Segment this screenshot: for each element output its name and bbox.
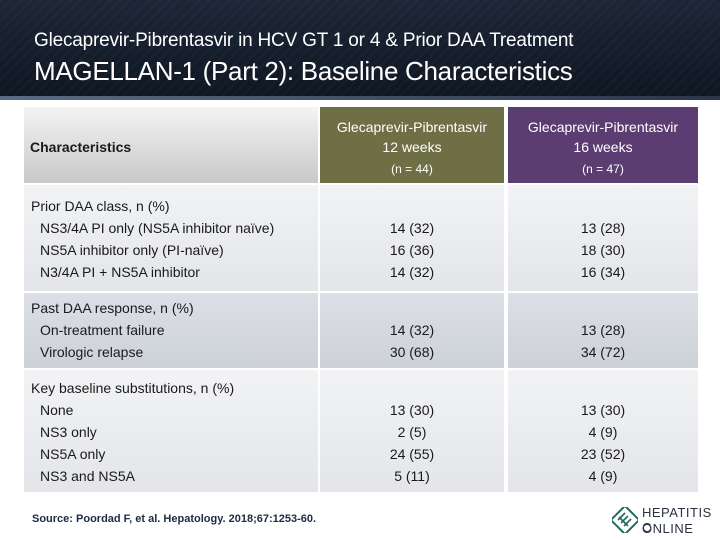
row-value-12wk: 14 (32): [389, 264, 435, 280]
hepatitis-c-online-logo-icon: [612, 507, 638, 533]
arm-16-weeks-header-cell: Glecaprevir-Pibrentasvir 16 weeks (n = 4…: [508, 107, 698, 183]
arm-12-weeks-n: (n = 44): [391, 162, 433, 176]
hepatitis-c-online-logo[interactable]: HEPATITIS C ONLINE: [612, 503, 712, 537]
section-key-baseline-substitutions: Key baseline substitutions, n (%) None 1…: [24, 370, 698, 492]
row-value-16wk: 4 (9): [588, 468, 618, 484]
characteristics-header-cell: Characteristics: [24, 107, 318, 183]
row-value-12wk: 2 (5): [397, 424, 427, 440]
slide-subtitle: Glecaprevir-Pibrentasvir in HCV GT 1 or …: [34, 30, 574, 51]
section-bg-col1: [320, 370, 504, 492]
section-bg-col1: [320, 293, 504, 368]
arm-12-weeks-name: Glecaprevir-Pibrentasvir: [336, 119, 488, 135]
arm-12-weeks-duration: 12 weeks: [382, 139, 442, 155]
row-label: Virologic relapse: [40, 344, 144, 360]
arm-16-weeks-n: (n = 47): [582, 162, 624, 176]
row-value-16wk: 23 (52): [580, 446, 626, 462]
row-value-12wk: 13 (30): [389, 402, 435, 418]
header-rule: [0, 96, 720, 100]
row-value-12wk: 14 (32): [389, 220, 435, 236]
row-value-12wk: 14 (32): [389, 322, 435, 338]
row-label: NS3/4A PI only (NS5A inhibitor naïve): [40, 220, 275, 236]
section-divider: [24, 291, 698, 293]
arm-16-weeks-duration: 16 weeks: [573, 139, 633, 155]
section-bg-col2: [508, 370, 698, 492]
slide-header: Glecaprevir-Pibrentasvir in HCV GT 1 or …: [0, 0, 720, 100]
section-bg-char: [24, 293, 318, 368]
row-label: N3/4A PI + NS5A inhibitor: [40, 264, 200, 280]
section-heading: Prior DAA class, n (%): [31, 198, 170, 214]
row-value-12wk: 24 (55): [389, 446, 435, 462]
header-texture: [0, 0, 720, 100]
section-bg-char: [24, 185, 318, 291]
row-value-12wk: 16 (36): [389, 242, 435, 258]
arm-12-weeks-header-cell: Glecaprevir-Pibrentasvir 12 weeks (n = 4…: [320, 107, 504, 183]
logo-text-line1: HEPATITIS C: [642, 505, 712, 535]
section-heading: Past DAA response, n (%): [31, 300, 194, 316]
row-value-16wk: 13 (28): [580, 220, 626, 236]
row-value-12wk: 5 (11): [394, 468, 430, 484]
section-bg-col1: [320, 185, 504, 291]
section-heading: Key baseline substitutions, n (%): [31, 380, 235, 396]
logo-text-line2: ONLINE: [642, 521, 694, 536]
source-citation: Source: Poordad F, et al. Hepatology. 20…: [32, 513, 317, 525]
row-value-12wk: 30 (68): [389, 344, 435, 360]
row-value-16wk: 13 (28): [580, 322, 626, 338]
row-label: None: [40, 402, 74, 418]
slide-title: MAGELLAN-1 (Part 2): Baseline Characteri…: [34, 56, 573, 86]
row-value-16wk: 16 (34): [580, 264, 626, 280]
arm-16-weeks-name: Glecaprevir-Pibrentasvir: [527, 119, 679, 135]
section-bg-col2: [508, 293, 698, 368]
section-prior-daa-class: Prior DAA class, n (%) NS3/4A PI only (N…: [24, 185, 698, 291]
section-past-daa-response: Past DAA response, n (%) On-treatment fa…: [24, 293, 698, 368]
row-label: NS5A inhibitor only (PI-naïve): [40, 242, 224, 258]
characteristics-header-label: Characteristics: [30, 139, 132, 155]
row-value-16wk: 4 (9): [588, 424, 618, 440]
row-value-16wk: 34 (72): [580, 344, 626, 360]
table-header-row: Characteristics Glecaprevir-Pibrentasvir…: [24, 107, 698, 183]
section-bg-col2: [508, 185, 698, 291]
row-value-16wk: 13 (30): [580, 402, 626, 418]
section-bg-char: [24, 370, 318, 492]
row-label: NS3 only: [40, 424, 97, 440]
row-value-16wk: 18 (30): [580, 242, 626, 258]
row-label: NS5A only: [40, 446, 106, 462]
section-divider: [24, 368, 698, 370]
row-label: On-treatment failure: [40, 322, 165, 338]
row-label: NS3 and NS5A: [40, 468, 135, 484]
